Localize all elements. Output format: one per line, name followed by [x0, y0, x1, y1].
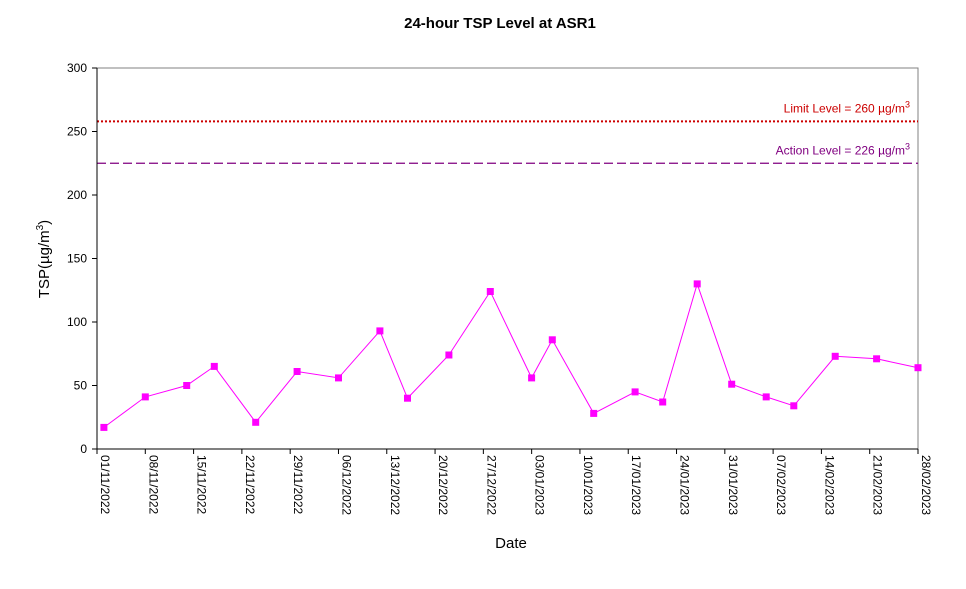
data-point-marker: [376, 327, 384, 335]
x-tick-label: 17/01/2023: [629, 455, 643, 515]
data-point-marker: [183, 382, 191, 389]
data-point-marker: [659, 398, 667, 406]
data-point-marker: [335, 374, 342, 382]
data-point-marker: [831, 352, 839, 360]
data-point-marker: [528, 374, 536, 382]
data-point-marker: [728, 380, 736, 388]
plot-area: [96, 67, 919, 450]
y-axis: 0 50 100 150 200 250 300: [67, 61, 98, 456]
x-tick-label: 27/12/2022: [484, 455, 498, 515]
data-point-marker: [590, 409, 598, 417]
y-tick-label: 0: [80, 442, 87, 456]
reference-lines: Limit Level = 260 µg/m3 Action Level = 22…: [97, 99, 918, 164]
y-tick-label: 250: [67, 125, 87, 139]
data-point-marker: [790, 402, 798, 410]
reference-line-label: Limit Level = 260 µg/m3: [784, 99, 910, 115]
x-tick-label: 07/02/2023: [774, 455, 788, 515]
data-point-marker: [141, 393, 149, 401]
series-group: [100, 280, 922, 431]
x-tick-label: 31/01/2023: [726, 455, 740, 515]
data-point-marker: [252, 418, 260, 426]
reference-line-label: Action Level = 226 µg/m3: [776, 141, 910, 157]
y-axis-label: TSP(µg/m3): [35, 220, 53, 298]
data-point-marker: [210, 362, 218, 370]
x-tick-label: 28/02/2023: [919, 455, 933, 515]
data-point-marker: [548, 336, 556, 344]
x-tick-label: 06/12/2022: [339, 455, 353, 515]
data-point-marker: [486, 288, 494, 295]
x-axis: 01/11/2022 08/11/2022 15/11/2022 22/11/2022…: [96, 448, 933, 515]
x-tick-label: 29/11/2022: [291, 455, 305, 514]
y-tick-label: 150: [67, 252, 87, 266]
data-point-marker: [293, 368, 301, 375]
x-tick-label: 22/11/2022: [243, 455, 257, 514]
y-tick-label: 100: [67, 315, 87, 329]
data-point-marker: [693, 280, 701, 288]
y-tick-label: 50: [74, 379, 88, 393]
data-point-marker: [445, 351, 453, 359]
x-tick-label: 10/01/2023: [581, 455, 595, 515]
x-tick-label: 24/01/2023: [678, 455, 692, 515]
data-point-marker: [914, 364, 922, 372]
x-tick-label: 13/12/2022: [388, 455, 402, 515]
x-tick-label: 20/12/2022: [436, 455, 450, 515]
x-tick-label: 15/11/2022: [195, 455, 209, 514]
plot-border: [96, 67, 919, 450]
x-tick-label: 01/11/2022: [98, 455, 112, 514]
x-tick-label: 14/02/2023: [822, 455, 836, 515]
data-point-marker: [873, 355, 881, 363]
x-tick-label: 08/11/2022: [146, 455, 160, 514]
data-point-marker: [762, 393, 770, 401]
y-tick-label: 200: [67, 188, 87, 202]
data-point-marker: [404, 394, 411, 402]
x-tick-label: 21/02/2023: [871, 455, 885, 515]
data-point-marker: [100, 423, 108, 431]
data-point-marker: [631, 388, 639, 396]
chart-title: 24-hour TSP Level at ASR1: [404, 15, 596, 32]
x-tick-label: 03/01/2023: [533, 455, 547, 515]
x-axis-label: Date: [495, 535, 527, 552]
y-tick-label: 300: [67, 61, 87, 75]
